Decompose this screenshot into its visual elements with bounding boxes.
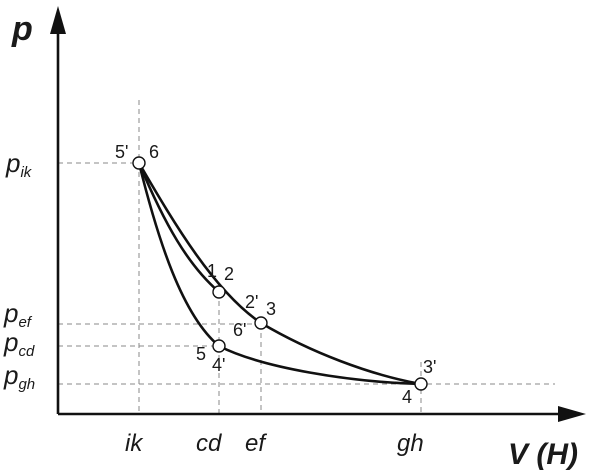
label-2: 2: [224, 264, 234, 284]
pressure-labels: pik pef pcd pgh: [3, 148, 35, 393]
guide-lines: [58, 100, 555, 414]
axes: [50, 6, 586, 422]
label-3p: 3': [423, 357, 436, 377]
process-curves: [137, 161, 423, 386]
curve-lower: [137, 161, 423, 386]
volume-label-ef: ef: [245, 430, 267, 457]
curve-middle: [137, 161, 221, 294]
label-3: 3: [266, 299, 276, 319]
label-1: 1: [207, 261, 217, 281]
label-5p: 5': [115, 142, 128, 162]
point-labels: 5' 6 1 2 2' 3 6' 5 4' 3' 4: [115, 142, 436, 407]
state-points: [132, 156, 428, 391]
point-5p-6: [132, 156, 146, 170]
volume-label-ik: ik: [125, 430, 144, 457]
volume-labels: ik cd ef gh: [125, 430, 424, 457]
pressure-label-ef: pef: [3, 298, 33, 331]
label-5: 5: [196, 344, 206, 364]
y-axis-title: p: [11, 10, 33, 48]
curve-upper: [137, 161, 423, 386]
label-4: 4: [402, 387, 412, 407]
label-4p: 4': [212, 355, 225, 375]
label-6p: 6': [233, 320, 246, 340]
point-5-4p: [212, 339, 226, 353]
x-axis-arrow: [558, 406, 586, 422]
volume-label-cd: cd: [196, 430, 222, 457]
x-axis-title: V (H): [508, 438, 578, 471]
volume-label-gh: gh: [397, 430, 424, 457]
point-2p-3: [254, 316, 268, 330]
point-1-2: [212, 285, 226, 299]
pressure-label-ik: pik: [5, 148, 33, 181]
point-4-3p: [414, 377, 428, 391]
label-6: 6: [149, 142, 159, 162]
label-2p: 2': [245, 292, 258, 312]
y-axis-arrow: [50, 6, 66, 34]
pressure-label-gh: pgh: [3, 360, 35, 393]
pressure-label-cd: pcd: [3, 327, 35, 360]
